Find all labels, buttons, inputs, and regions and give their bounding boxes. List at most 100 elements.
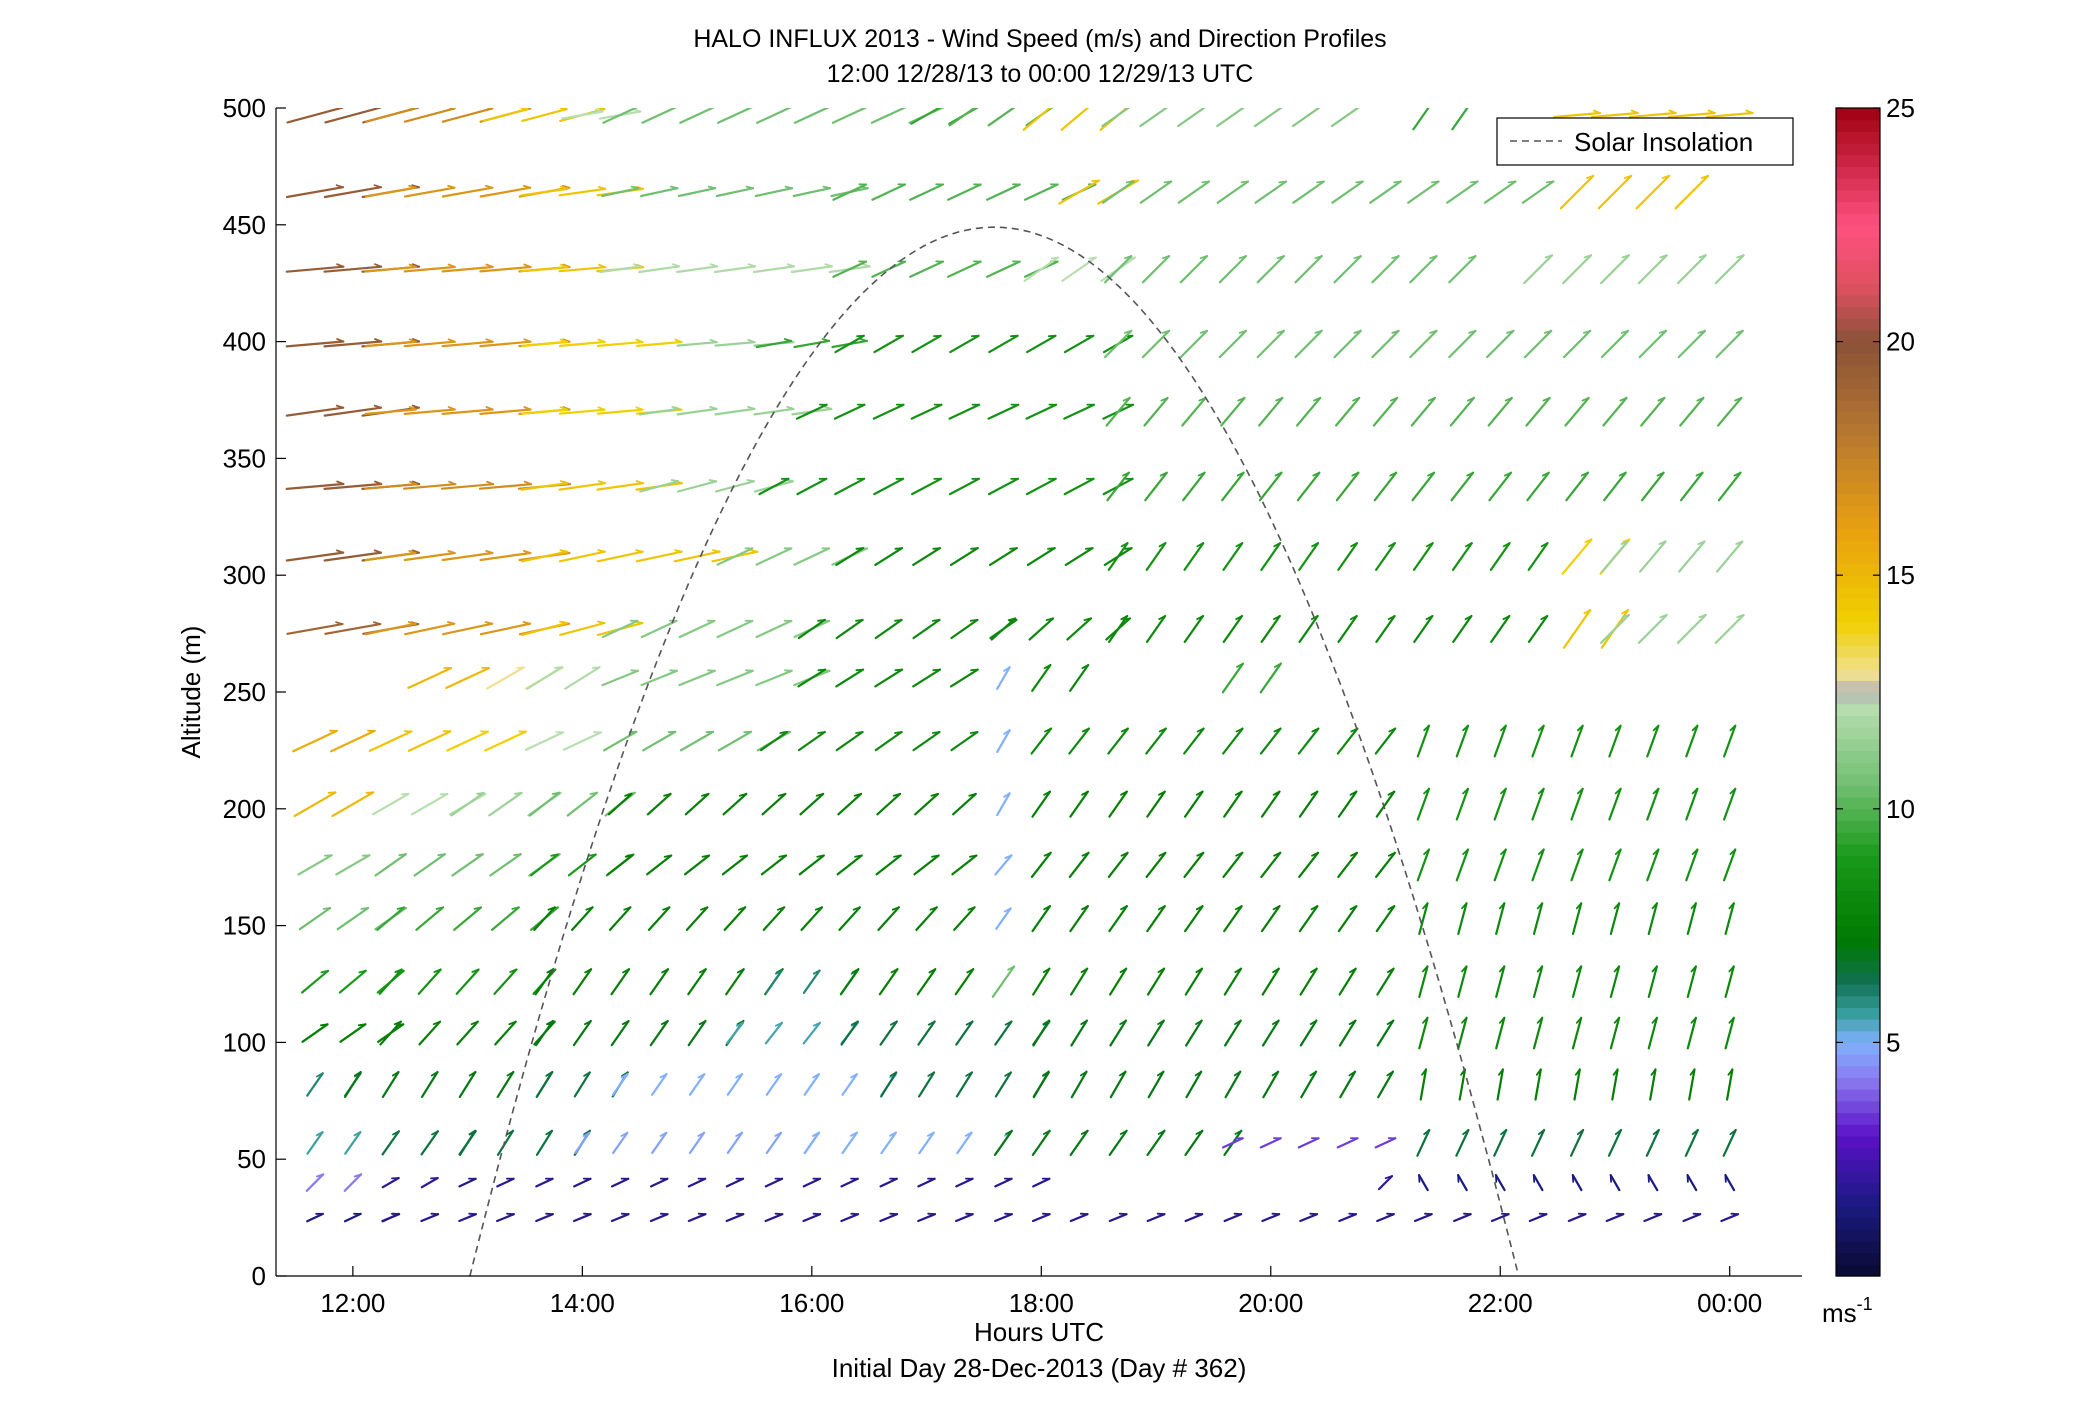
- colorbar-band: [1836, 1089, 1880, 1102]
- wind-barb: [987, 477, 1020, 496]
- wind-barb-head: [408, 263, 417, 268]
- wind-barb: [1531, 724, 1545, 758]
- wind-barb-head: [1120, 727, 1129, 733]
- wind-barb: [1108, 1129, 1128, 1157]
- wind-barb-head: [932, 619, 941, 622]
- wind-barb-head: [709, 338, 718, 344]
- wind-barb: [796, 477, 828, 496]
- wind-barb: [1714, 613, 1745, 644]
- wind-barb-head: [1586, 174, 1595, 179]
- colorbar-band: [1836, 516, 1880, 530]
- wind-barb-head: [595, 108, 604, 113]
- wind-barb-head: [1044, 727, 1052, 733]
- wind-barb: [482, 108, 529, 123]
- x-axis-label-day: Initial Day 28-Dec-2013 (Day # 362): [832, 1353, 1247, 1383]
- wind-barb: [323, 482, 383, 490]
- y-tick-label: 150: [223, 911, 266, 941]
- wind-barb: [608, 906, 632, 932]
- y-tick-label: 200: [223, 794, 266, 824]
- wind-barb: [1109, 1070, 1127, 1099]
- colorbar: 5 10 15 20 25 ms-1: [1822, 93, 1915, 1328]
- wind-barb: [1292, 180, 1325, 204]
- wind-barb-head: [965, 1020, 974, 1026]
- wind-barb: [1452, 614, 1473, 644]
- wind-barb-head: [1462, 787, 1469, 795]
- wind-barb: [764, 1177, 784, 1188]
- wind-barb: [1485, 329, 1515, 359]
- wind-barb-head: [545, 1129, 553, 1136]
- wind-barb: [343, 1173, 363, 1192]
- wind-barb-head: [476, 792, 485, 795]
- wind-barb-head: [745, 185, 754, 190]
- wind-barb: [1101, 180, 1135, 204]
- wind-barb-head: [1536, 1016, 1544, 1024]
- wind-barb-head: [1431, 180, 1440, 184]
- wind-barb: [996, 792, 1011, 817]
- colorbar-band: [1836, 1065, 1880, 1079]
- wind-barb: [1605, 1213, 1625, 1223]
- colorbar-band: [1836, 178, 1880, 191]
- wind-barb-head: [583, 1129, 591, 1136]
- wind-barb: [797, 730, 826, 752]
- wind-barb-head: [1661, 174, 1670, 179]
- wind-barb: [1494, 1173, 1506, 1192]
- wind-barb-head: [1386, 1070, 1394, 1077]
- wind-barb: [535, 1213, 554, 1223]
- wind-barb: [917, 1177, 936, 1188]
- wind-barb-head: [1544, 329, 1553, 334]
- wind-barb: [441, 622, 494, 636]
- wind-barb-head: [1355, 180, 1364, 184]
- colorbar-band: [1836, 645, 1880, 658]
- wind-barb-head: [1280, 104, 1287, 105]
- wind-barb-head: [584, 1020, 592, 1026]
- wind-barb: [1254, 180, 1288, 204]
- wind-barb-head: [1384, 1175, 1393, 1180]
- wind-barb: [1103, 329, 1133, 359]
- wind-barb: [1069, 790, 1090, 818]
- wind-barb: [570, 906, 594, 932]
- wind-barb-head: [473, 906, 482, 910]
- wind-barb: [948, 108, 977, 127]
- colorbar-ticks: 5 10 15 20 25: [1836, 93, 1915, 1057]
- wind-barb: [1676, 613, 1707, 644]
- colorbar-band: [1836, 680, 1880, 693]
- wind-barb-head: [415, 108, 420, 109]
- colorbar-band: [1836, 271, 1880, 284]
- wind-barb-head: [1623, 174, 1633, 179]
- wind-barb: [1260, 614, 1281, 644]
- wind-barb-head: [1271, 1019, 1280, 1025]
- wind-barb-head: [1735, 329, 1744, 334]
- wind-barb: [285, 406, 345, 417]
- wind-barb: [840, 1020, 859, 1046]
- wind-barb-head: [624, 793, 633, 797]
- wind-barb: [1291, 108, 1321, 128]
- wind-barb: [1177, 108, 1206, 128]
- wind-barb-head: [585, 906, 594, 911]
- wind-barb: [715, 187, 755, 198]
- wind-barb-head: [485, 406, 494, 411]
- wind-barb-head: [1234, 905, 1243, 911]
- colorbar-band: [1836, 189, 1880, 203]
- wind-barb: [1678, 540, 1706, 573]
- wind-barb: [1183, 614, 1205, 644]
- wind-barb-head: [411, 263, 421, 268]
- wind-barb: [1409, 329, 1438, 359]
- wind-barb: [1030, 727, 1053, 755]
- wind-barb-head: [1196, 851, 1205, 857]
- colorbar-band: [1836, 727, 1880, 740]
- wind-barb-head: [1499, 965, 1506, 973]
- wind-barb: [1298, 851, 1320, 879]
- wind-barb-head: [408, 184, 417, 189]
- wind-barb-head: [1658, 540, 1667, 545]
- wind-barb: [1720, 1213, 1740, 1223]
- wind-barb-head: [1161, 255, 1170, 260]
- wind-barb: [912, 618, 941, 640]
- wind-barb-head: [1389, 471, 1398, 477]
- wind-barb: [795, 403, 828, 420]
- wind-barb-head: [967, 906, 976, 911]
- wind-barb: [1336, 1137, 1359, 1149]
- wind-barb: [599, 265, 642, 274]
- wind-barb-head: [1427, 471, 1435, 477]
- wind-barb: [835, 730, 864, 752]
- wind-barb-head: [468, 1071, 477, 1077]
